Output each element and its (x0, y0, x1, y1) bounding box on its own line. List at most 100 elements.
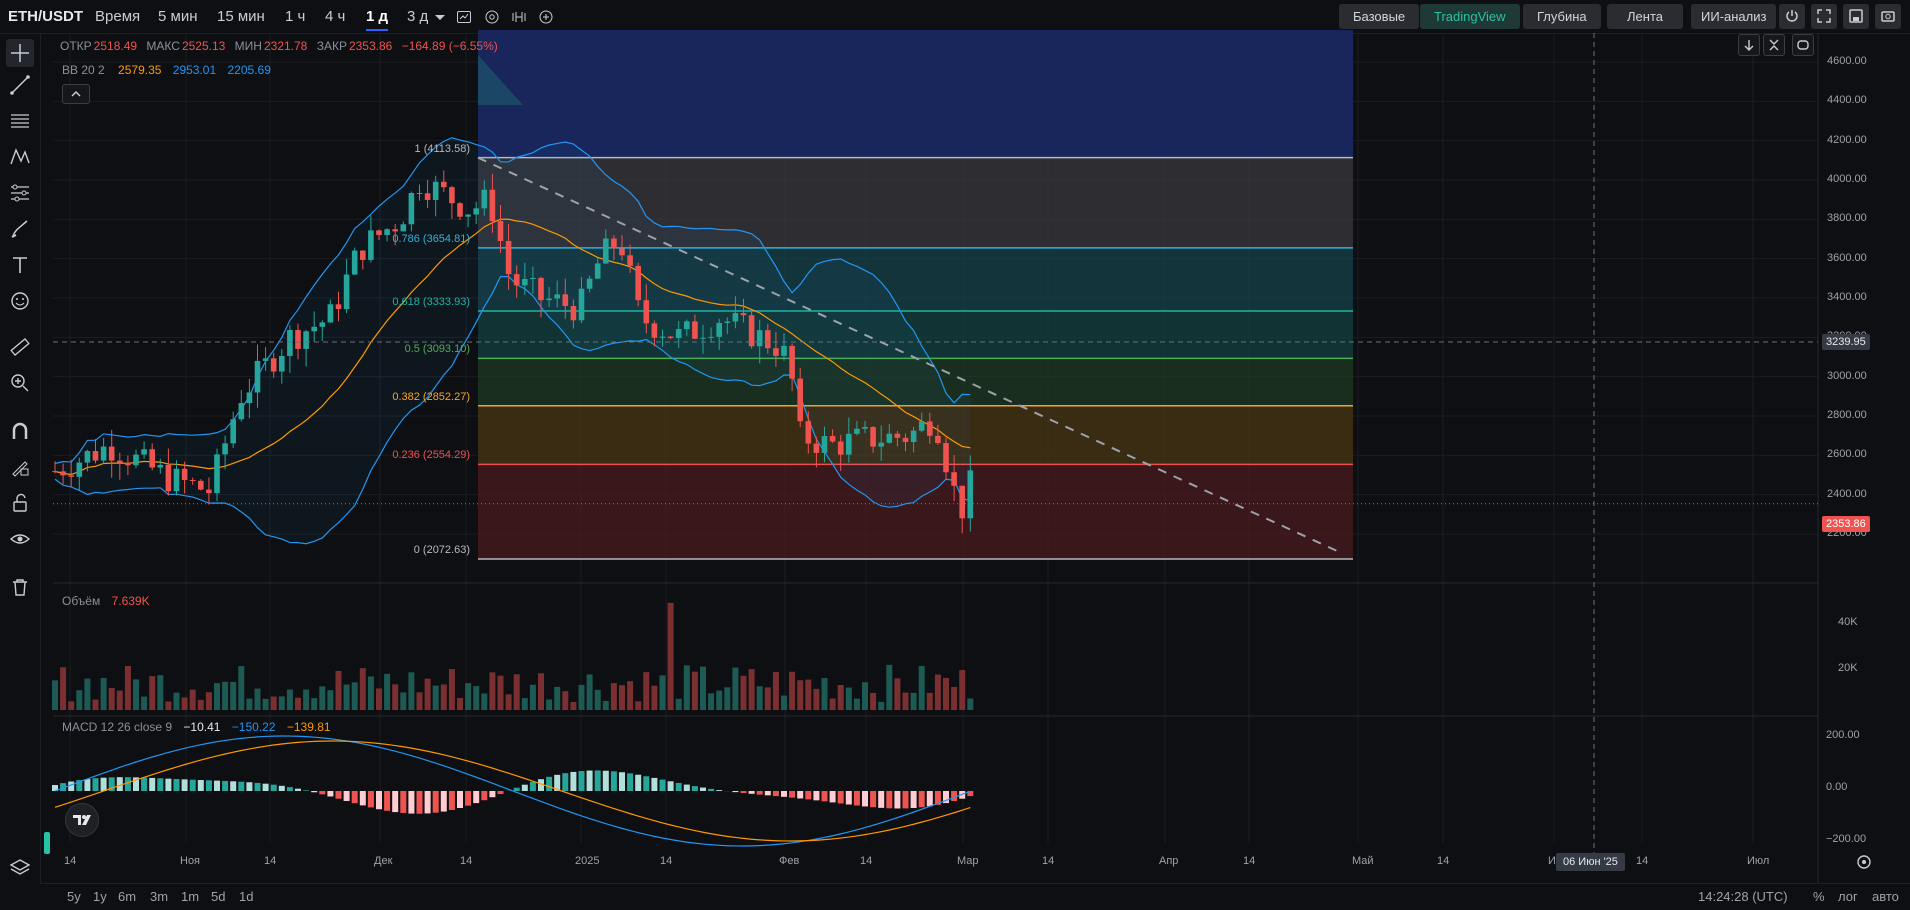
volume-bar (546, 699, 552, 710)
volume-bar (716, 691, 722, 710)
candle-body (733, 313, 739, 321)
range-6m[interactable]: 6m (118, 884, 136, 910)
bb-legend[interactable]: BB 20 2 2579.35 2953.01 2205.69 (62, 63, 273, 77)
volume-bar (230, 682, 236, 710)
range-3m[interactable]: 3m (150, 884, 168, 910)
volume-bar (643, 672, 649, 710)
candle-body (716, 323, 722, 337)
macd-value: −10.41 (183, 720, 220, 734)
macd-histogram-bar (408, 791, 414, 814)
macd-hist-value: −139.81 (287, 720, 331, 734)
range-1y[interactable]: 1y (93, 884, 107, 910)
clock[interactable]: 14:24:28 (UTC) (1698, 884, 1788, 910)
volume-bar (813, 689, 819, 710)
candle-body (336, 304, 342, 309)
volume-bar (287, 689, 293, 710)
candle-body (433, 182, 439, 200)
candle-body (903, 438, 909, 442)
volume-bar (660, 675, 666, 710)
macd-histogram-bar (222, 781, 228, 791)
volume-bar (911, 693, 917, 710)
macd-histogram-bar (319, 791, 325, 794)
candle-body (425, 193, 431, 200)
volume-bar (93, 700, 99, 710)
candle-body (255, 361, 261, 393)
collapse-legend-button[interactable] (62, 84, 90, 104)
volume-bar (862, 682, 868, 710)
macd-histogram-bar (716, 790, 722, 791)
macd-histogram-bar (773, 791, 779, 796)
macd-histogram-bar (522, 785, 528, 791)
price-tick-label: 4000.00 (1827, 173, 1867, 185)
candle-body (579, 289, 585, 321)
volume-bar (797, 680, 803, 710)
time-tick-label: 14 (64, 855, 76, 867)
macd-histogram-bar (603, 771, 609, 791)
volume-bar (319, 686, 325, 710)
candle-body (676, 329, 682, 338)
reset-button[interactable] (1792, 34, 1814, 56)
candle-body (401, 224, 407, 231)
panel-handle[interactable] (44, 832, 50, 854)
range-5d[interactable]: 5d (211, 884, 225, 910)
candle-body (344, 275, 350, 310)
macd-series (52, 736, 973, 846)
candle-body (498, 221, 504, 241)
volume-bar (611, 683, 617, 710)
macd-histogram-bar (749, 791, 755, 794)
auto-scale-button[interactable]: авто (1872, 884, 1899, 910)
fib-level-label: 0.236 (2554.29) (392, 449, 470, 461)
range-1d[interactable]: 1d (239, 884, 253, 910)
percent-scale-button[interactable]: % (1813, 884, 1825, 910)
volume-bar (157, 675, 163, 710)
candle-body (482, 190, 488, 209)
log-scale-button[interactable]: лог (1838, 884, 1858, 910)
time-tick-label: Апр (1159, 855, 1178, 867)
range-1m[interactable]: 1m (181, 884, 199, 910)
macd-histogram-bar (781, 791, 787, 797)
collapse-button[interactable] (1763, 34, 1785, 56)
volume-bar (311, 698, 317, 710)
macd-histogram-bar (279, 786, 285, 791)
macd-histogram-bar (198, 780, 204, 791)
tradingview-logo[interactable] (65, 803, 99, 837)
macd-histogram-bar (846, 791, 852, 805)
macd-histogram-bar (643, 776, 649, 791)
volume-bar (773, 672, 779, 710)
macd-histogram-bar (441, 791, 447, 812)
volume-bar (522, 698, 528, 710)
macd-histogram-bar (919, 791, 925, 807)
macd-tick-label: 0.00 (1826, 781, 1847, 793)
macd-histogram-bar (255, 783, 261, 791)
volume-bar (327, 690, 333, 710)
volume-bar (465, 683, 471, 710)
macd-histogram-bar (489, 791, 495, 797)
high-value: 2525.13 (182, 39, 225, 53)
candle-body (587, 279, 593, 289)
volume-bar (676, 699, 682, 710)
candle-body (911, 431, 917, 442)
macd-histogram-bar (830, 791, 836, 802)
volume-bar (635, 701, 641, 710)
chevron-up-icon (63, 85, 89, 103)
candle-body (895, 434, 901, 438)
candle-body (230, 419, 236, 443)
volume-bar (530, 685, 536, 710)
volume-bar (473, 686, 479, 710)
candle-body (765, 330, 771, 348)
candle-body (854, 429, 860, 434)
fib-level-label: 0 (2072.63) (414, 544, 470, 556)
chart-settings-icon[interactable] (1855, 853, 1873, 871)
candle-body (320, 322, 326, 326)
volume-bar (60, 667, 66, 710)
range-5y[interactable]: 5y (67, 884, 81, 910)
volume-bar (822, 678, 828, 710)
volume-bar (255, 689, 261, 710)
volume-bar (919, 666, 925, 710)
scroll-down-button[interactable] (1738, 34, 1760, 56)
macd-histogram-bar (417, 791, 423, 814)
bb-mid-value: 2579.35 (118, 63, 161, 77)
volume-bar (174, 693, 180, 710)
volume-bar (101, 678, 107, 710)
